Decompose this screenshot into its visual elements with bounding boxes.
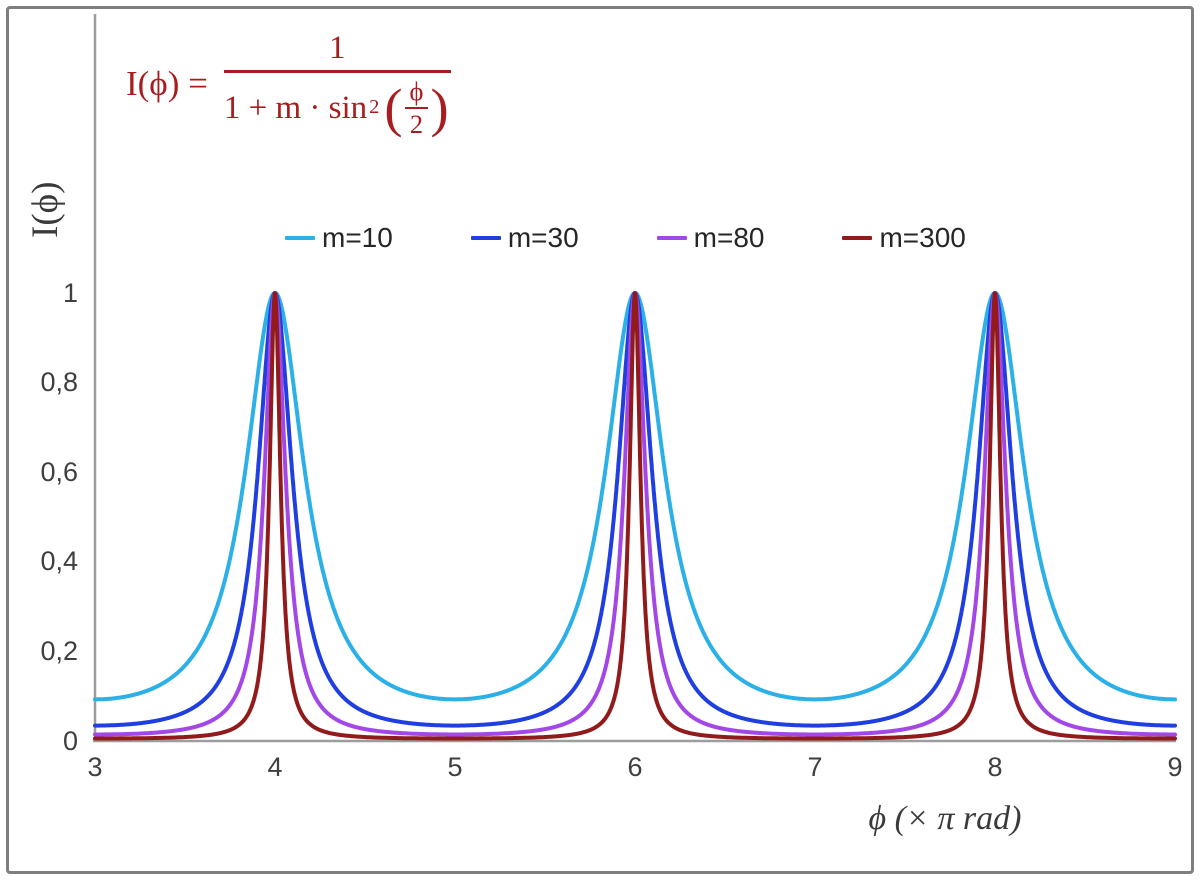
formula-denominator: 1 + m · sin 2 ( ϕ 2 ) xyxy=(224,73,451,137)
legend-marker-m80 xyxy=(656,236,687,240)
x-tick-6: 6 xyxy=(627,752,643,782)
y-tick-0-2: 0,2 xyxy=(40,636,78,666)
legend-label-m300: m=300 xyxy=(879,222,966,253)
inner-denominator: 2 xyxy=(409,108,424,139)
open-paren: ( xyxy=(384,77,403,139)
x-tick-8: 8 xyxy=(987,752,1003,782)
curve-m=30 xyxy=(93,291,1177,728)
legend-marker-m10 xyxy=(285,236,315,240)
legend-marker-m300 xyxy=(842,236,873,240)
x-tick-9: 9 xyxy=(1167,752,1183,782)
legend-item-m30: m=30 xyxy=(470,222,579,254)
legend-label-m80: m=80 xyxy=(693,222,765,253)
formula-fraction: 1 1 + m · sin 2 ( ϕ 2 ) xyxy=(223,30,451,137)
formula: I(ϕ) = 1 1 + m · sin 2 ( ϕ 2 ) xyxy=(126,30,451,137)
y-axis-title: I(ϕ) xyxy=(25,181,66,238)
inner-numerator: ϕ xyxy=(404,78,429,109)
x-axis-title: ϕ (× π rad) xyxy=(868,800,1022,837)
curve-m=300 xyxy=(93,291,1177,741)
close-paren: ) xyxy=(430,77,449,139)
formula-lhs: I(ϕ) = xyxy=(126,63,208,103)
legend: m=10 m=30 m=80 m=300 xyxy=(285,222,966,254)
y-tick-0-4: 0,4 xyxy=(40,546,78,576)
legend-label-m10: m=10 xyxy=(322,222,393,253)
legend-item-m80: m=80 xyxy=(656,222,765,254)
y-tick-0: 0 xyxy=(62,726,78,756)
x-tick-4: 4 xyxy=(267,752,283,782)
y-tick-1: 1 xyxy=(62,278,78,308)
y-tick-0-8: 0,8 xyxy=(40,367,78,397)
y-tick-0-6: 0,6 xyxy=(40,457,78,487)
legend-label-m30: m=30 xyxy=(507,222,579,253)
chart-outer-border xyxy=(6,6,1194,874)
x-tick-7: 7 xyxy=(807,752,823,782)
formula-exponent: 2 xyxy=(369,96,380,119)
legend-item-m300: m=300 xyxy=(842,222,966,254)
legend-item-m10: m=10 xyxy=(285,222,393,254)
x-tick-5: 5 xyxy=(447,752,463,782)
x-tick-3: 3 xyxy=(87,752,103,782)
formula-numerator: 1 xyxy=(223,30,451,74)
curve-m=80 xyxy=(93,291,1177,737)
formula-denominator-text: 1 + m · sin xyxy=(223,89,368,126)
inner-fraction: ϕ 2 xyxy=(404,78,429,139)
legend-marker-m30 xyxy=(470,236,501,240)
